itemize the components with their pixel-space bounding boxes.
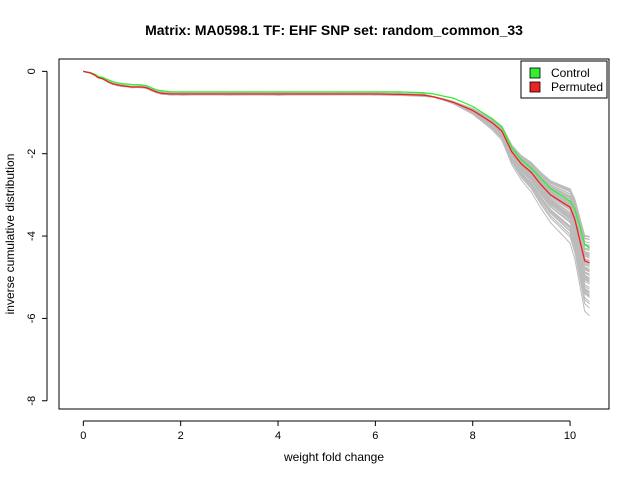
permutation-line xyxy=(83,70,590,271)
permutation-line xyxy=(83,70,590,262)
permutation-line xyxy=(83,70,590,305)
permutation-line xyxy=(83,70,590,295)
permutation-line xyxy=(83,70,590,271)
permutation-line xyxy=(83,70,590,282)
permutation-line xyxy=(83,70,590,275)
series-line-control xyxy=(83,70,590,249)
permutation-line xyxy=(83,70,590,309)
permutation-line xyxy=(83,70,590,288)
x-tick-label: 6 xyxy=(372,430,378,442)
permutation-line xyxy=(83,70,590,283)
x-tick-label: 0 xyxy=(80,430,86,442)
x-tick-label: 8 xyxy=(470,430,476,442)
permutation-line xyxy=(83,70,590,292)
x-axis: 0 2 4 6 8 10 xyxy=(80,420,576,442)
permutation-line xyxy=(83,70,590,270)
x-tick-label: 2 xyxy=(178,430,184,442)
x-tick-label: 10 xyxy=(564,430,576,442)
permutation-line xyxy=(83,70,590,298)
permutation-line xyxy=(83,70,590,297)
x-tick-label: 4 xyxy=(275,430,281,442)
series-lines xyxy=(83,70,590,264)
permutation-line xyxy=(83,70,590,317)
permutation-line xyxy=(83,70,590,268)
permutation-line xyxy=(83,70,590,283)
permutation-line xyxy=(83,70,590,272)
permutation-line xyxy=(83,70,590,281)
permutation-lines xyxy=(83,70,590,317)
permutation-line xyxy=(83,70,590,290)
legend-label-control: Control xyxy=(551,66,590,80)
permutation-line xyxy=(83,70,590,293)
legend-label-permuted: Permuted xyxy=(551,80,603,94)
plot-frame xyxy=(58,58,610,410)
permutation-line xyxy=(83,70,590,275)
y-tick-label: -6 xyxy=(26,314,38,324)
permutation-line xyxy=(83,70,590,279)
permutation-line xyxy=(83,70,590,285)
x-axis-label: weight fold change xyxy=(283,450,384,464)
permutation-line xyxy=(83,70,590,296)
permutation-line xyxy=(83,70,590,302)
permutation-line xyxy=(83,70,590,273)
y-tick-label: -2 xyxy=(26,149,38,159)
permutation-line xyxy=(83,70,590,280)
permutation-line xyxy=(83,70,590,283)
permutation-line xyxy=(83,70,590,272)
permutation-line xyxy=(83,70,590,279)
permutation-line xyxy=(83,70,590,272)
chart-title: Matrix: MA0598.1 TF: EHF SNP set: random… xyxy=(145,22,523,38)
permutation-line xyxy=(83,70,590,293)
series-line-permuted xyxy=(83,70,590,264)
y-axis-label: inverse cumulative distribution xyxy=(3,154,17,315)
y-axis: 0 -2 -4 -6 -8 xyxy=(26,68,48,406)
permutation-line xyxy=(83,70,590,277)
legend-swatch-control xyxy=(529,67,541,79)
y-tick-label: -4 xyxy=(26,231,38,241)
y-tick-label: -8 xyxy=(26,396,38,406)
legend-swatch-permuted xyxy=(529,81,541,93)
permutation-line xyxy=(83,70,590,282)
permutation-line xyxy=(83,70,590,279)
y-tick-label: 0 xyxy=(26,68,38,74)
